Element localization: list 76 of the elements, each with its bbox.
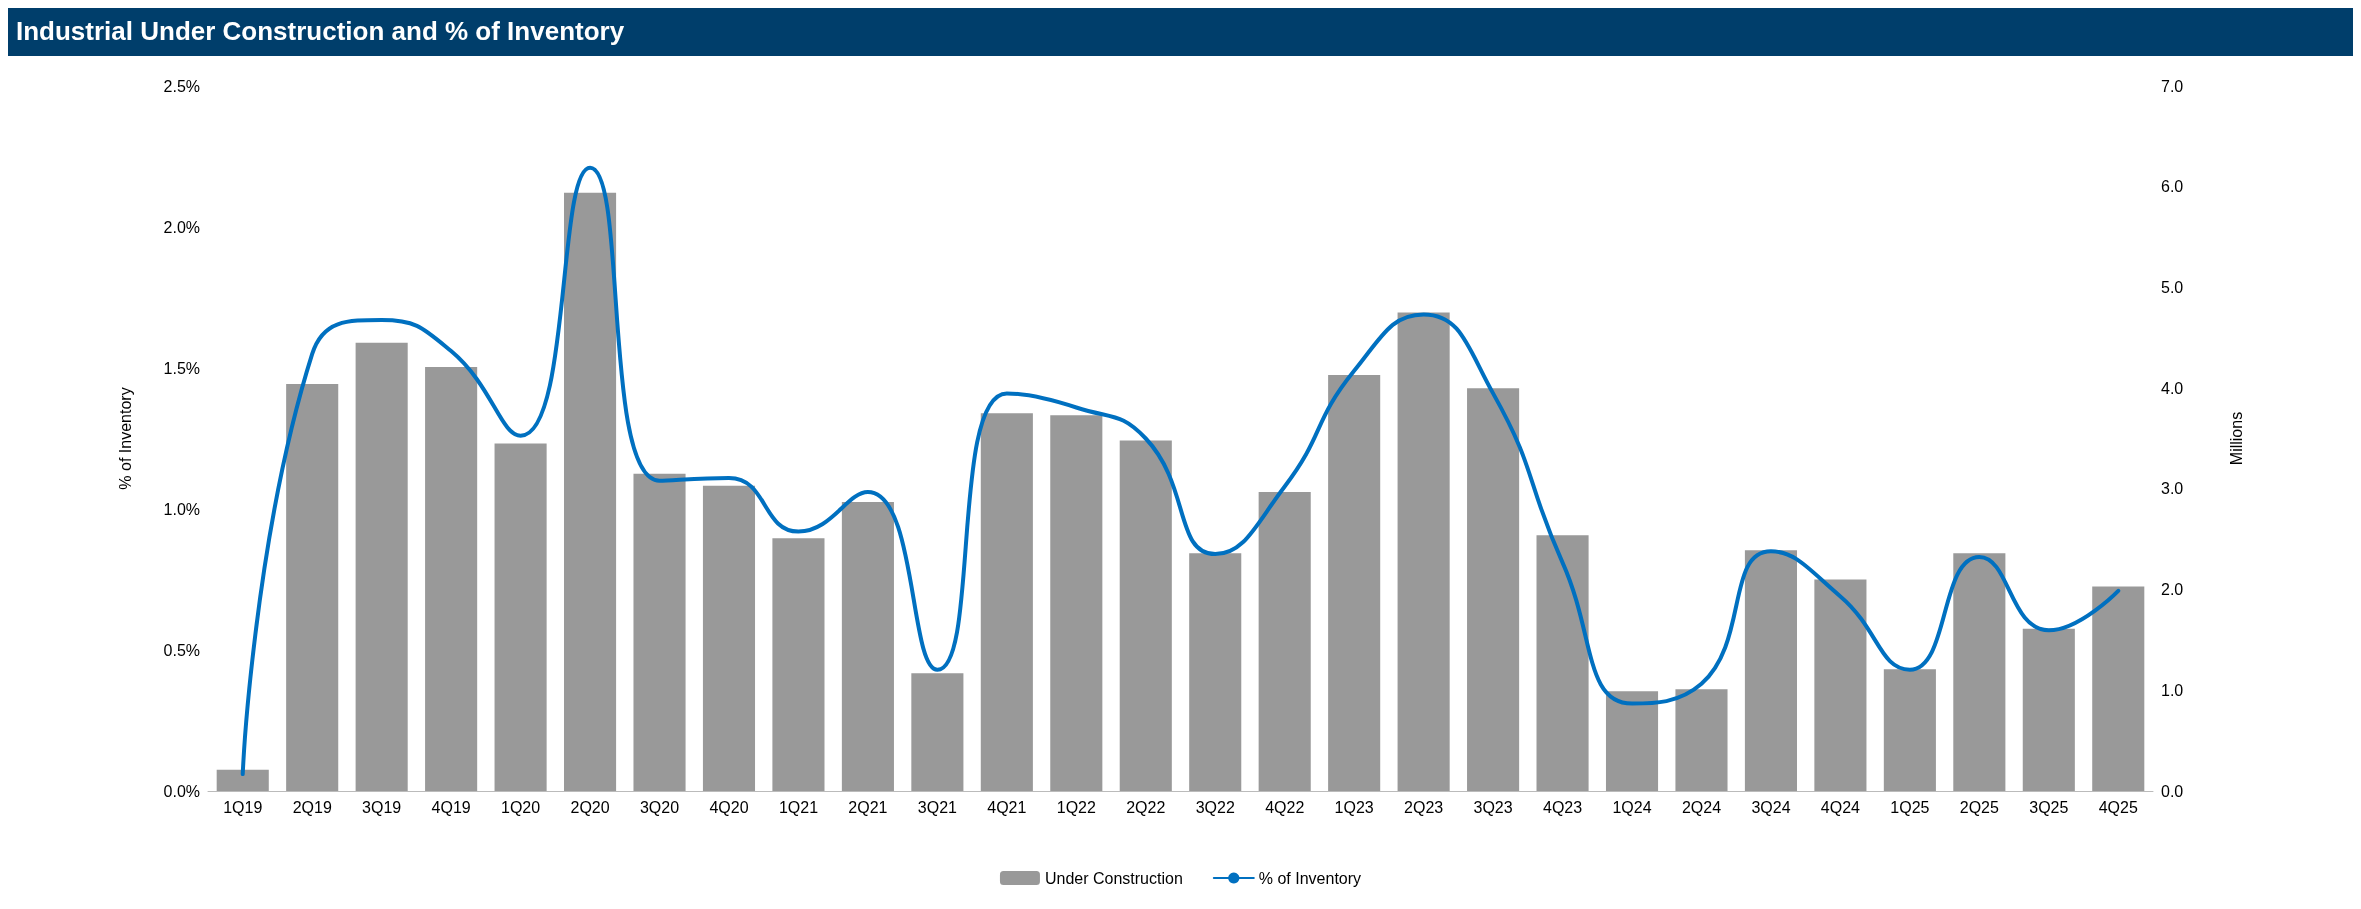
- bar: [494, 443, 547, 791]
- bar: [425, 366, 478, 791]
- y2-tick-label: 0.0: [2161, 782, 2184, 800]
- y2-tick-label: 7.0: [2161, 77, 2184, 95]
- bar: [1050, 415, 1103, 791]
- bar: [1467, 388, 1520, 791]
- bar: [772, 538, 825, 791]
- bar: [702, 485, 756, 791]
- bar: [1328, 375, 1381, 791]
- bar: [1883, 669, 1936, 791]
- y-tick-label: 1.5%: [163, 359, 200, 377]
- y2-tick-label: 6.0: [2161, 178, 2184, 196]
- y2-tick-label: 5.0: [2161, 278, 2184, 296]
- x-tick-label: 4Q25: [2098, 798, 2138, 816]
- x-tick-label: 3Q25: [2029, 798, 2069, 816]
- x-tick-label: 4Q20: [709, 798, 749, 816]
- bar: [1119, 440, 1172, 791]
- chart-title: Industrial Under Construction and % of Inventory: [8, 8, 2353, 56]
- bar: [911, 673, 964, 791]
- x-tick-label: 2Q24: [1681, 798, 1722, 816]
- x-tick-label: 1Q22: [1056, 798, 1096, 816]
- x-tick-label: 4Q23: [1542, 798, 1583, 816]
- y-tick-label: 0.0%: [163, 782, 200, 800]
- bar: [1744, 550, 1797, 791]
- bar: [1675, 689, 1728, 791]
- x-tick-label: 1Q25: [1890, 798, 1930, 816]
- x-tick-label: 1Q20: [501, 798, 541, 816]
- x-tick-label: 2Q20: [570, 798, 610, 816]
- x-tick-label: 4Q19: [431, 798, 471, 816]
- x-tick-label: 2Q19: [292, 798, 332, 816]
- x-tick-label: 2Q21: [848, 798, 888, 816]
- y2-tick-label: 3.0: [2161, 480, 2184, 498]
- x-tick-label: 3Q24: [1751, 798, 1791, 816]
- x-tick-label: 3Q20: [639, 798, 680, 816]
- y-tick-label: 0.5%: [163, 641, 200, 659]
- bar: [1189, 553, 1242, 791]
- legend-label: Under Construction: [1044, 869, 1183, 887]
- legend-label: % of Inventory: [1258, 869, 1362, 887]
- y-tick-label: 2.0%: [163, 218, 200, 236]
- x-tick-label: 3Q19: [362, 798, 402, 816]
- x-tick-label: 4Q24: [1820, 798, 1861, 816]
- bar: [216, 769, 269, 791]
- y2-tick-label: 4.0: [2161, 379, 2184, 397]
- bar: [633, 473, 686, 791]
- y2-tick-label: 2.0: [2161, 581, 2184, 599]
- bar: [1258, 491, 1311, 791]
- bar: [2022, 628, 2075, 791]
- bar: [286, 384, 339, 791]
- y-axis-title: % of Inventory: [116, 387, 134, 490]
- bar: [564, 192, 617, 791]
- x-tick-label: 3Q23: [1473, 798, 1513, 816]
- x-tick-label: 4Q22: [1265, 798, 1305, 816]
- x-tick-label: 1Q24: [1612, 798, 1652, 816]
- x-tick-label: 1Q21: [778, 798, 819, 816]
- bar: [1397, 312, 1450, 791]
- x-tick-label: 1Q19: [223, 798, 263, 816]
- line-series: [240, 165, 2121, 777]
- bar: [1536, 535, 1589, 791]
- x-tick-label: 4Q21: [987, 798, 1027, 816]
- x-tick-label: 1Q23: [1334, 798, 1374, 816]
- bar: [1605, 691, 1659, 791]
- x-tick-label: 2Q22: [1126, 798, 1166, 816]
- bar: [841, 501, 894, 791]
- bar: [2092, 586, 2145, 791]
- bar: [355, 342, 408, 791]
- x-tick-label: 3Q21: [917, 798, 958, 816]
- y-tick-label: 1.0%: [163, 500, 200, 518]
- x-tick-label: 2Q25: [1959, 798, 2000, 816]
- y2-axis-title: Millions: [2227, 411, 2245, 466]
- x-tick-label: 2Q23: [1404, 798, 1444, 816]
- y-tick-label: 2.5%: [163, 77, 200, 95]
- bar: [1953, 553, 2006, 791]
- x-tick-label: 3Q22: [1195, 798, 1235, 816]
- bar: [1814, 579, 1867, 791]
- bar: [980, 413, 1033, 791]
- y2-tick-label: 1.0: [2161, 681, 2184, 699]
